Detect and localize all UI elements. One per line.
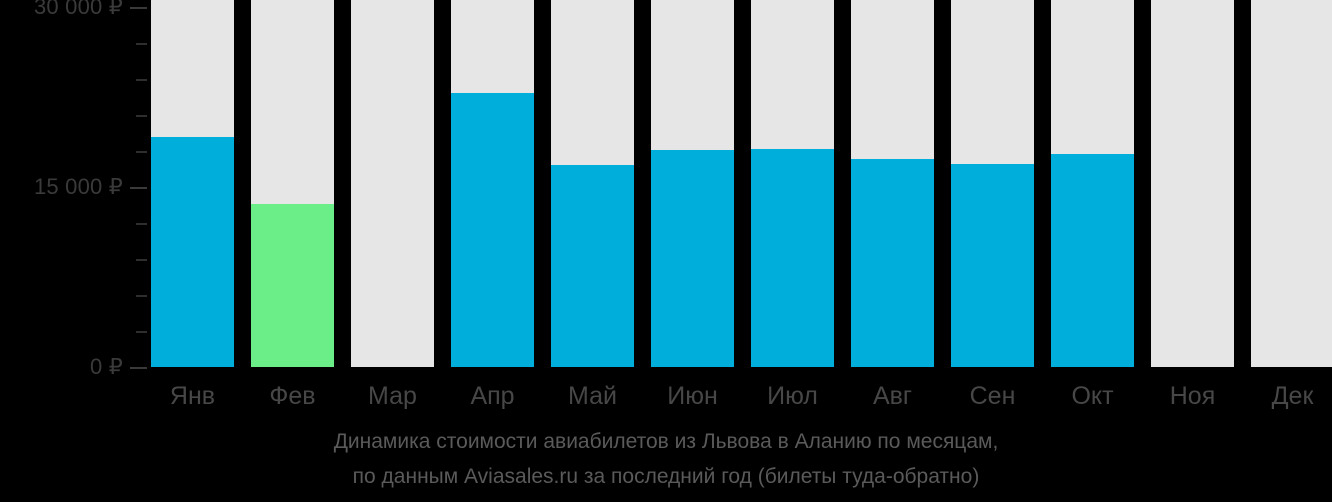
tick-mark xyxy=(130,367,147,369)
bar-fill xyxy=(251,204,334,367)
y-axis-minor-tick xyxy=(136,151,147,153)
y-axis-label-0: 0 ₽ xyxy=(90,354,123,379)
tick-mark xyxy=(130,7,147,9)
x-axis-label-мар: Мар xyxy=(368,382,417,410)
caption-line-1: Динамика стоимости авиабилетов из Львова… xyxy=(333,430,999,453)
bar-апр[interactable] xyxy=(451,0,534,367)
plot-area xyxy=(151,0,1332,367)
x-axis-label-июн: Июн xyxy=(667,382,718,410)
x-axis-label-ноя: Ноя xyxy=(1169,382,1216,410)
bar-мар[interactable] xyxy=(351,0,434,367)
y-axis-minor-tick xyxy=(136,115,147,117)
bar-ноя[interactable] xyxy=(1151,0,1234,367)
tick-mark xyxy=(130,187,147,189)
bar-fill xyxy=(151,137,234,367)
bar-fill xyxy=(451,93,534,367)
bar-май[interactable] xyxy=(551,0,634,367)
bar-fill xyxy=(851,159,934,367)
bar-track xyxy=(351,0,434,367)
x-axis-label-окт: Окт xyxy=(1071,382,1114,410)
x-axis-label-авг: Авг xyxy=(872,382,913,410)
y-axis-minor-tick xyxy=(136,295,147,297)
x-axis: Янв Фев Мар Апр Май Июн Июл Авг Сен Окт Ноя Дек xyxy=(151,367,1332,417)
x-axis-label-янв: Янв xyxy=(169,382,216,410)
y-axis: 30 000 ₽ 15 000 ₽ 0 ₽ xyxy=(0,0,151,380)
x-axis-label-май: Май xyxy=(568,382,617,410)
x-axis-label-сен: Сен xyxy=(969,382,1016,410)
y-axis-minor-tick xyxy=(136,43,147,45)
bar-фев[interactable] xyxy=(251,0,334,367)
bar-июн[interactable] xyxy=(651,0,734,367)
x-axis-label-июл: Июл xyxy=(767,382,818,410)
y-axis-label-30000: 30 000 ₽ xyxy=(34,0,123,19)
bar-сен[interactable] xyxy=(951,0,1034,367)
bar-fill xyxy=(551,165,634,367)
caption-line-2: по данным Aviasales.ru за последний год … xyxy=(352,465,980,488)
bar-fill xyxy=(651,150,734,367)
bar-fill xyxy=(951,164,1034,367)
chart-caption: Динамика стоимости авиабилетов из Львова… xyxy=(0,424,1332,494)
bar-track xyxy=(1251,0,1332,367)
bar-дек[interactable] xyxy=(1251,0,1332,367)
bar-fill xyxy=(751,149,834,367)
y-axis-label-15000: 15 000 ₽ xyxy=(34,174,123,199)
x-axis-label-фев: Фев xyxy=(269,382,316,410)
x-axis-label-апр: Апр xyxy=(470,382,515,410)
bar-fill xyxy=(1051,154,1134,367)
bar-авг[interactable] xyxy=(851,0,934,367)
y-axis-minor-tick xyxy=(136,331,147,333)
x-axis-label-дек: Дек xyxy=(1271,382,1314,410)
y-axis-minor-tick xyxy=(136,223,147,225)
y-axis-minor-tick xyxy=(136,79,147,81)
bar-янв[interactable] xyxy=(151,0,234,367)
bar-июл[interactable] xyxy=(751,0,834,367)
bar-окт[interactable] xyxy=(1051,0,1134,367)
y-axis-minor-tick xyxy=(136,259,147,261)
bar-track xyxy=(1151,0,1234,367)
